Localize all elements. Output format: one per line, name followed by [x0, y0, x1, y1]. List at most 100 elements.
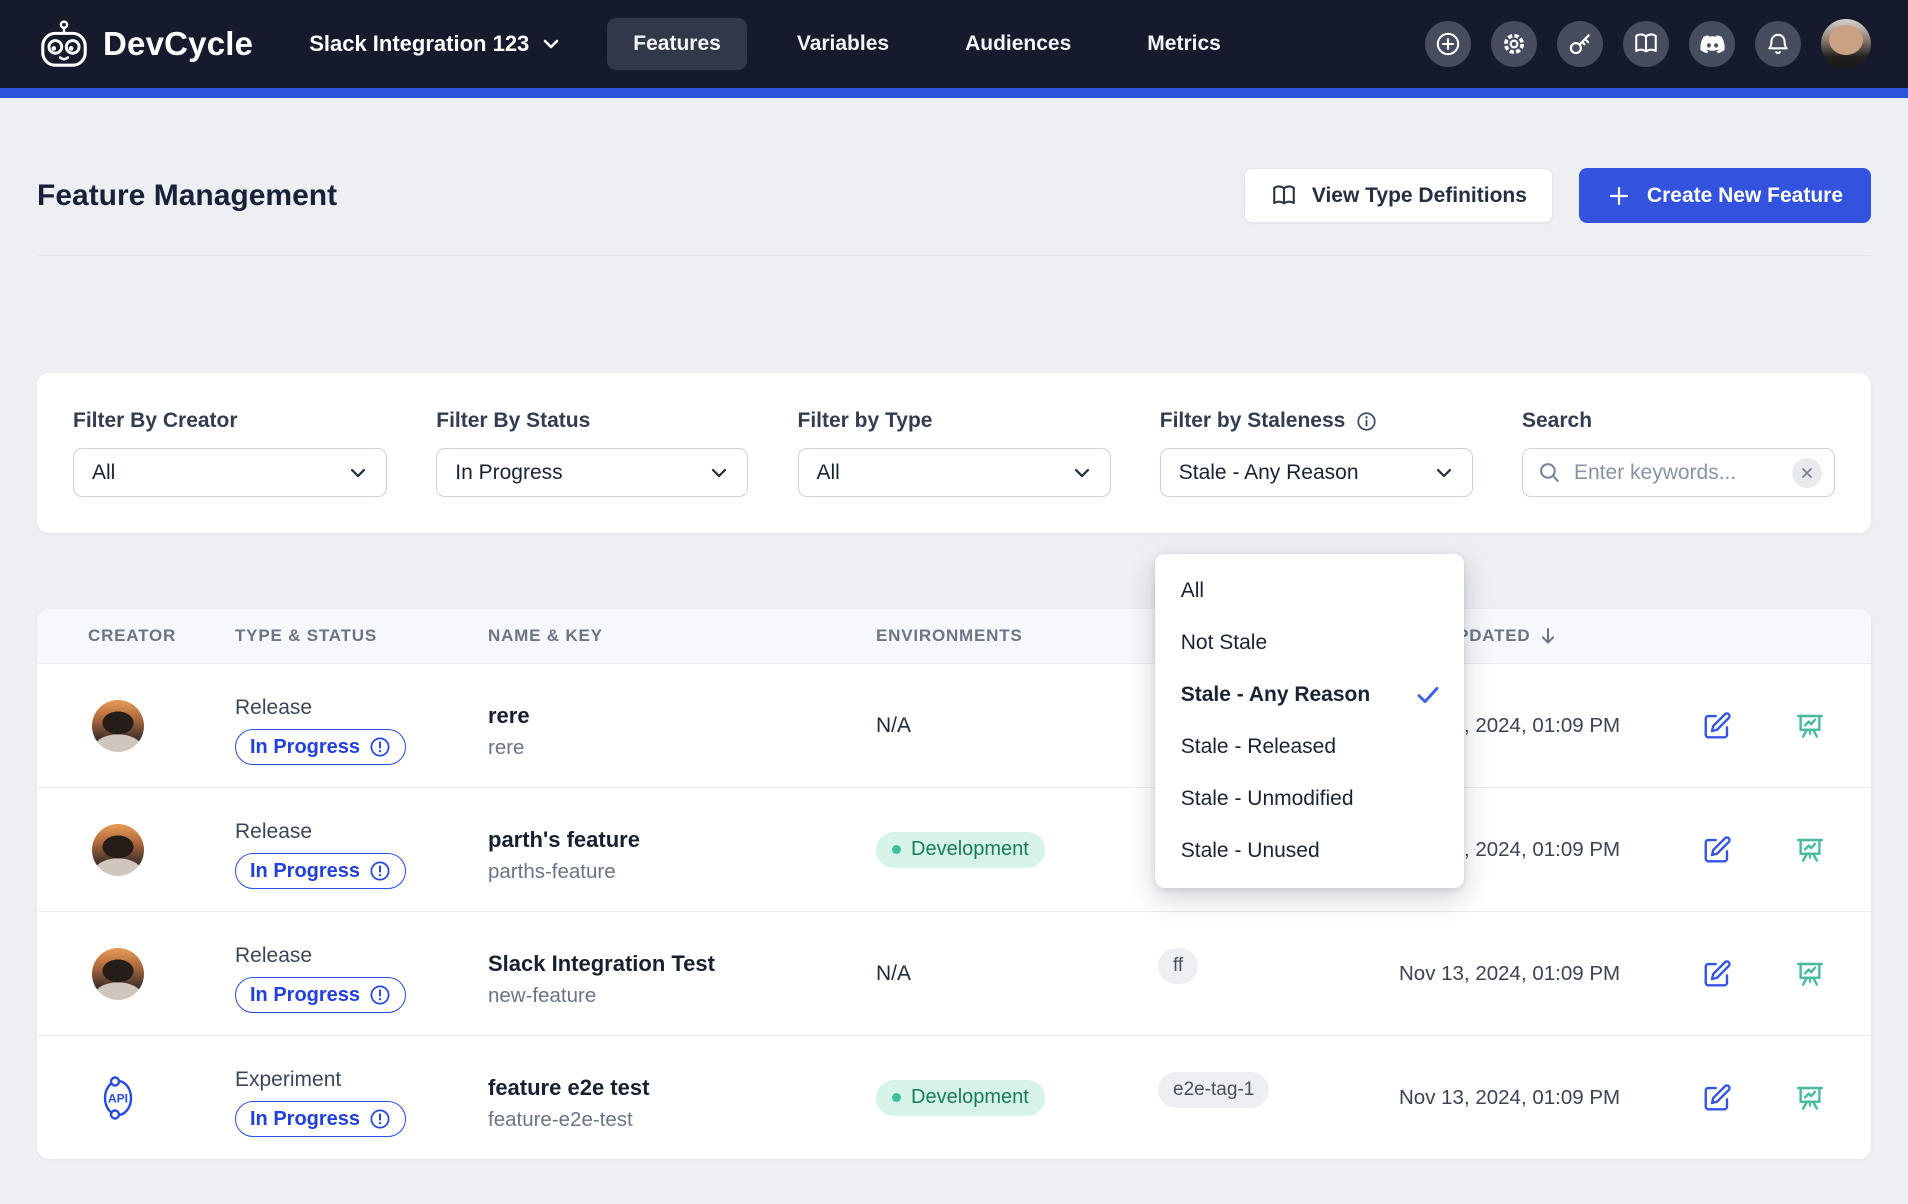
- staleness-option-stale-unused[interactable]: Stale - Unused: [1155, 825, 1464, 877]
- docs-button[interactable]: [1623, 21, 1669, 67]
- environment-label: Development: [911, 838, 1029, 861]
- option-label: All: [1181, 579, 1204, 603]
- main-nav: Features Variables Audiences Metrics: [607, 18, 1247, 70]
- tab-variables[interactable]: Variables: [771, 18, 915, 70]
- column-type-status: Type & Status: [235, 626, 377, 646]
- option-label: Stale - Any Reason: [1181, 683, 1370, 707]
- filter-staleness-label-text: Filter by Staleness: [1160, 409, 1346, 433]
- feature-name: rere: [488, 703, 530, 729]
- settings-button[interactable]: [1491, 21, 1537, 67]
- exclamation-circle-icon: [369, 860, 391, 882]
- navbar-actions: [1425, 19, 1871, 69]
- table-row[interactable]: Release In Progress parth's feature part…: [37, 787, 1871, 911]
- edit-feature-button[interactable]: [1702, 1083, 1732, 1113]
- staleness-option-stale-any-reason[interactable]: Stale - Any Reason: [1155, 669, 1464, 721]
- page-content: Feature Management View Type Definitions: [37, 98, 1871, 1159]
- view-type-definitions-button[interactable]: View Type Definitions: [1244, 168, 1553, 223]
- filter-creator-value: All: [92, 461, 115, 485]
- feature-key: rere: [488, 736, 530, 760]
- environment-dot-icon: [892, 1093, 901, 1102]
- type-status-cell: Release In Progress: [235, 820, 406, 889]
- sort-desc-arrow-icon: [1539, 626, 1557, 646]
- filter-staleness-select[interactable]: Stale - Any Reason: [1160, 448, 1473, 497]
- create-new-feature-label: Create New Feature: [1647, 184, 1843, 208]
- accent-bar: [0, 88, 1908, 98]
- tag-pill: e2e-tag-1: [1158, 1072, 1269, 1108]
- devcycle-logo[interactable]: DevCycle: [37, 17, 253, 71]
- chevron-down-icon: [1434, 466, 1454, 480]
- project-switcher[interactable]: Slack Integration 123: [309, 31, 561, 57]
- exclamation-circle-icon: [369, 1108, 391, 1130]
- filter-search: Search: [1522, 409, 1835, 533]
- environments-cell: Development: [876, 1080, 1045, 1116]
- feature-metrics-button[interactable]: [1795, 1083, 1825, 1113]
- notifications-button[interactable]: [1755, 21, 1801, 67]
- tab-features[interactable]: Features: [607, 18, 747, 70]
- option-label: Not Stale: [1181, 631, 1267, 655]
- chevron-down-icon: [348, 466, 368, 480]
- creator-avatar: [92, 700, 144, 752]
- app: DevCycle Slack Integration 123 Features …: [0, 0, 1908, 1204]
- check-icon: [1416, 685, 1440, 705]
- feature-key: feature-e2e-test: [488, 1108, 649, 1132]
- filter-creator-select[interactable]: All: [73, 448, 387, 497]
- create-new-feature-button[interactable]: Create New Feature: [1579, 168, 1871, 223]
- environments-value: N/A: [876, 962, 911, 985]
- tab-audiences[interactable]: Audiences: [939, 18, 1097, 70]
- feature-type: Release: [235, 944, 406, 968]
- feature-name: feature e2e test: [488, 1075, 649, 1101]
- page-header: Feature Management View Type Definitions: [37, 98, 1871, 256]
- status-badge: In Progress: [235, 853, 406, 889]
- api-keys-button[interactable]: [1557, 21, 1603, 67]
- environment-badge: Development: [876, 832, 1045, 868]
- status-badge: In Progress: [235, 1101, 406, 1137]
- info-icon[interactable]: [1355, 410, 1378, 433]
- staleness-option-stale-unmodified[interactable]: Stale - Unmodified: [1155, 773, 1464, 825]
- staleness-option-not-stale[interactable]: Not Stale: [1155, 617, 1464, 669]
- staleness-option-stale-released[interactable]: Stale - Released: [1155, 721, 1464, 773]
- feature-type: Release: [235, 696, 406, 720]
- tag-pill: ff: [1158, 948, 1198, 984]
- page-title: Feature Management: [37, 179, 337, 213]
- name-key-cell: parth's feature parths-feature: [488, 827, 640, 884]
- gear-icon: [1501, 31, 1527, 57]
- tags-cell: e2e-tag-1: [1158, 1072, 1269, 1108]
- name-key-cell: feature e2e test feature-e2e-test: [488, 1075, 649, 1132]
- environments-value: N/A: [876, 714, 911, 737]
- table-row[interactable]: Release In Progress rere rere N/A Nov 13…: [37, 663, 1871, 787]
- staleness-option-all[interactable]: All: [1155, 565, 1464, 617]
- discord-button[interactable]: [1689, 21, 1735, 67]
- user-avatar[interactable]: [1821, 19, 1871, 69]
- devcycle-robot-icon: [37, 17, 91, 71]
- feature-type: Release: [235, 820, 406, 844]
- feature-metrics-button[interactable]: [1795, 711, 1825, 741]
- environments-cell: N/A: [876, 714, 911, 738]
- plus-icon: [1607, 184, 1631, 208]
- type-status-cell: Experiment In Progress: [235, 1068, 406, 1137]
- search-clear-button[interactable]: [1792, 458, 1822, 488]
- chevron-down-icon: [541, 37, 561, 51]
- feature-metrics-button[interactable]: [1795, 835, 1825, 865]
- filter-type-select[interactable]: All: [798, 448, 1111, 497]
- search-input[interactable]: [1574, 461, 1780, 485]
- status-badge: In Progress: [235, 977, 406, 1013]
- filter-type-value: All: [817, 461, 840, 485]
- edit-feature-button[interactable]: [1702, 959, 1732, 989]
- edit-feature-button[interactable]: [1702, 835, 1732, 865]
- header-actions: View Type Definitions Create New Feature: [1244, 168, 1871, 223]
- feature-metrics-button[interactable]: [1795, 959, 1825, 989]
- search-field: [1522, 448, 1835, 497]
- edit-feature-button[interactable]: [1702, 711, 1732, 741]
- table-row[interactable]: API Experiment In Progress feature e2e t…: [37, 1035, 1871, 1159]
- features-table: Creator Type & Status Name & Key Environ…: [37, 609, 1871, 1159]
- environments-cell: N/A: [876, 962, 911, 986]
- table-row[interactable]: Release In Progress Slack Integration Te…: [37, 911, 1871, 1035]
- filter-creator: Filter By Creator All: [73, 409, 387, 533]
- filter-status-select[interactable]: In Progress: [436, 448, 748, 497]
- environments-cell: Development: [876, 832, 1045, 868]
- create-button[interactable]: [1425, 21, 1471, 67]
- view-type-definitions-label: View Type Definitions: [1312, 184, 1527, 208]
- svg-text:API: API: [108, 1092, 128, 1106]
- filter-status-label: Filter By Status: [436, 409, 748, 433]
- tab-metrics[interactable]: Metrics: [1121, 18, 1247, 70]
